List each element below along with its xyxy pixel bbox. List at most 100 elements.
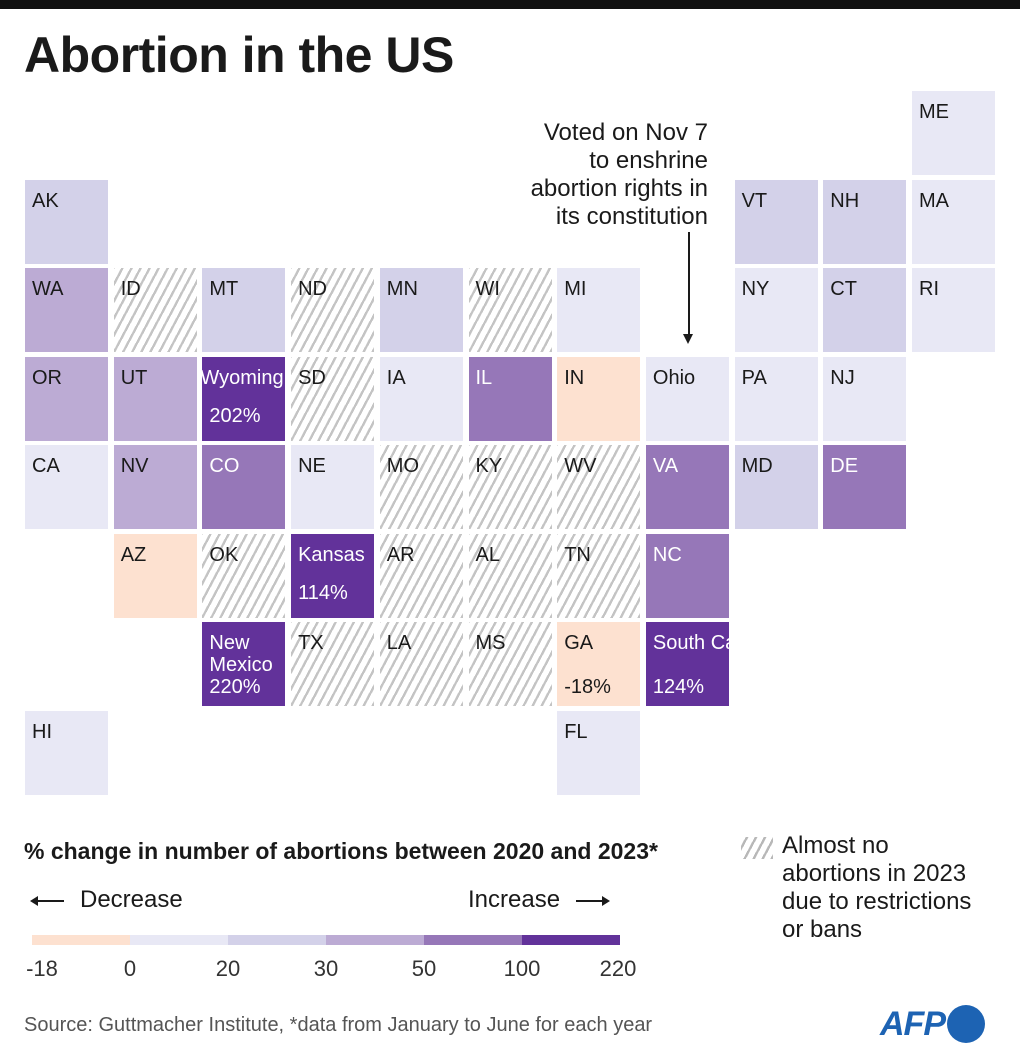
scale-tick: 0 bbox=[123, 956, 137, 981]
state-value: 220% bbox=[209, 676, 261, 698]
state-value: 114% bbox=[298, 581, 348, 604]
state-tile-ut: UT bbox=[113, 356, 197, 441]
legend-increase-label: Increase bbox=[468, 886, 561, 913]
state-tile-nj: NJ bbox=[823, 356, 907, 441]
hatch-legend-label: Almost no abortions in 2023 due to restr… bbox=[782, 832, 972, 943]
state-label: ME bbox=[919, 101, 949, 123]
state-tile-oh: Ohio bbox=[645, 356, 729, 441]
state-tile-mt: MT bbox=[202, 268, 286, 352]
state-label: South Carolina bbox=[652, 632, 786, 654]
state-tile-va: VA bbox=[645, 445, 729, 529]
scale-tick: 100 bbox=[503, 956, 541, 981]
scale-bin-c30_50 bbox=[326, 935, 424, 945]
state-label: VT bbox=[741, 189, 768, 212]
annotation-arrow-head bbox=[683, 334, 693, 344]
state-tile-ms: MS bbox=[468, 622, 552, 706]
state-tile-tn: TN bbox=[557, 533, 641, 618]
state-label: NC bbox=[652, 543, 682, 566]
state-tile-nd: ND bbox=[291, 268, 375, 352]
state-label: AR bbox=[386, 543, 415, 566]
state-tile-ca: CA bbox=[25, 445, 108, 529]
state-tile-nh: NH bbox=[823, 179, 907, 264]
legend-decrease: Decrease bbox=[30, 886, 183, 914]
state-tile-wi: WI bbox=[468, 268, 552, 352]
state-tile-sc: South Carolina 124% bbox=[645, 622, 786, 706]
state-label: Wyoming bbox=[200, 366, 284, 389]
state-tile-ok: OK bbox=[202, 533, 286, 618]
state-value: -18% bbox=[564, 676, 611, 698]
top-rule bbox=[0, 0, 1020, 9]
state-tile-mi: MI bbox=[557, 268, 641, 352]
state-tile-ks: Kansas 114% bbox=[291, 533, 375, 618]
state-label: PA bbox=[741, 366, 767, 389]
state-label: NH bbox=[830, 189, 860, 212]
state-tile-ak: AK bbox=[25, 179, 108, 264]
state-label: NE bbox=[298, 455, 326, 477]
state-label: MS bbox=[475, 632, 506, 654]
state-tile-nc: NC bbox=[645, 533, 729, 618]
state-label: MN bbox=[386, 278, 418, 300]
state-tile-mn: MN bbox=[379, 268, 463, 352]
state-tile-ia: IA bbox=[379, 356, 463, 441]
state-label: MO bbox=[386, 455, 420, 477]
state-tile-ri: RI bbox=[912, 268, 995, 352]
state-tile-tx: TX bbox=[291, 622, 375, 706]
logo-dot bbox=[947, 1005, 985, 1043]
state-tile-fl: FL bbox=[557, 710, 641, 795]
state-label: KY bbox=[475, 455, 503, 477]
state-tile-id: ID bbox=[113, 268, 197, 352]
state-label: OR bbox=[32, 366, 62, 389]
state-tile-ne: NE bbox=[291, 445, 375, 529]
state-value: 202% bbox=[209, 404, 261, 427]
state-label: LA bbox=[386, 632, 412, 654]
state-tile-ny: NY bbox=[734, 268, 818, 352]
right-arrow-icon bbox=[574, 893, 611, 907]
state-label: Ohio bbox=[652, 366, 696, 389]
logo-text: AFP bbox=[880, 1004, 946, 1043]
state-label: WA bbox=[32, 278, 64, 300]
state-tile-de: DE bbox=[823, 445, 907, 529]
page-title: Abortion in the US bbox=[24, 27, 454, 83]
state-label: Kansas bbox=[298, 543, 365, 566]
scale-tick: 30 bbox=[313, 956, 339, 981]
state-tile-wv: WV bbox=[557, 445, 641, 529]
state-tile-sd: SD bbox=[291, 356, 375, 441]
state-label: FL bbox=[564, 720, 588, 743]
ohio-annotation: Voted on Nov 7 to enshrine abortion righ… bbox=[530, 119, 708, 230]
legend-decrease-label: Decrease bbox=[80, 886, 183, 913]
state-label: AK bbox=[32, 189, 59, 212]
state-label: AL bbox=[475, 543, 500, 566]
state-label: UT bbox=[120, 366, 148, 389]
state-tile-hi: HI bbox=[25, 710, 108, 795]
state-label: ID bbox=[120, 278, 141, 300]
state-tile-or: OR bbox=[25, 356, 108, 441]
legend-title: % change in number of abortions between … bbox=[24, 838, 658, 864]
scale-bin-c0_20 bbox=[130, 935, 228, 945]
state-label: OK bbox=[209, 543, 239, 566]
state-tile-ar: AR bbox=[379, 533, 463, 618]
state-label: WV bbox=[564, 455, 597, 477]
state-label: WI bbox=[475, 278, 500, 300]
state-label: CA bbox=[32, 455, 60, 477]
state-label: SD bbox=[298, 366, 326, 389]
state-tile-mo: MO bbox=[379, 445, 463, 529]
state-label: MI bbox=[564, 278, 587, 300]
state-tile-az: AZ bbox=[113, 533, 197, 618]
state-label: New Mexico bbox=[209, 632, 273, 676]
state-tile-ma: MA bbox=[912, 179, 995, 264]
hatch-swatch bbox=[741, 837, 773, 859]
state-label: NY bbox=[741, 278, 770, 300]
state-tile-co: CO bbox=[202, 445, 286, 529]
annotation-arrow-line bbox=[688, 232, 690, 336]
state-label: TN bbox=[564, 543, 591, 566]
scale-tick: 220 bbox=[599, 956, 637, 981]
state-tile-ct: CT bbox=[823, 268, 907, 352]
state-tile-al: AL bbox=[468, 533, 552, 618]
state-tile-wa: WA bbox=[25, 268, 108, 352]
legend-increase: Increase bbox=[468, 886, 611, 914]
tile-map: ME AK VT NH MA WA ID MT ND MN WI MI NY CT RI OR UT Wyomin… bbox=[25, 91, 995, 795]
scale-bin-c100_plus bbox=[522, 935, 620, 945]
scale-tick: 50 bbox=[411, 956, 437, 981]
state-label: IA bbox=[386, 366, 406, 389]
state-label: MT bbox=[209, 278, 239, 300]
